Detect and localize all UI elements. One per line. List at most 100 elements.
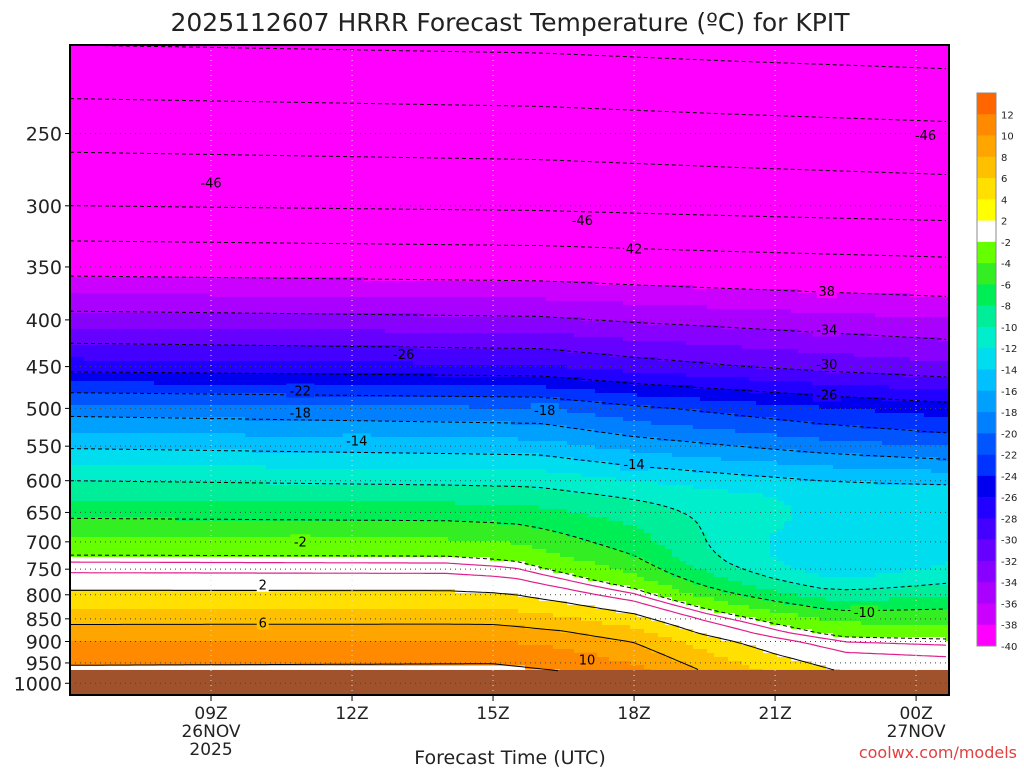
contour-label: -14	[623, 458, 644, 473]
legend-label: -18	[1001, 408, 1017, 419]
legend-swatch	[977, 539, 996, 562]
isotherm-line	[70, 554, 947, 640]
legend-swatch	[977, 284, 996, 306]
legend-label: -22	[1001, 451, 1017, 462]
contour-label: -18	[290, 406, 311, 421]
legend-label: 12	[1001, 110, 1014, 121]
legend-swatch	[977, 263, 996, 285]
legend-swatch	[977, 560, 996, 583]
y-tick-label: 900	[26, 631, 62, 653]
contour-label: -22	[290, 385, 311, 400]
legend-swatch	[977, 135, 996, 158]
legend-label: -4	[1001, 259, 1011, 270]
x-tick-label: 12Z	[335, 704, 368, 724]
y-tick-label: 700	[26, 532, 62, 554]
y-tick-label: 500	[26, 398, 62, 420]
x-tick-label: 2025	[189, 740, 232, 760]
contour-label-bg	[389, 347, 418, 362]
isotherm-line	[70, 415, 947, 460]
isotherm-line	[70, 342, 947, 378]
isotherm-line	[70, 448, 947, 486]
y-axis-pressure: 2503003504004505005506006507007508008509…	[14, 123, 70, 695]
contour-label-bg	[256, 615, 269, 630]
x-tick-label: 18Z	[617, 704, 650, 724]
legend-label: -24	[1001, 472, 1017, 483]
legend-label: -36	[1001, 599, 1017, 610]
legend-swatch	[977, 603, 996, 626]
contour-label-bg	[624, 241, 645, 256]
legend-label: 4	[1001, 195, 1007, 206]
legend-swatch	[977, 93, 996, 115]
legend-label: 6	[1001, 174, 1007, 185]
legend-swatch	[977, 369, 996, 392]
grid-lines	[70, 45, 949, 695]
contour-label: 6	[259, 617, 267, 632]
contour-label-bg	[286, 383, 315, 398]
legend-label: -12	[1001, 344, 1017, 355]
y-tick-label: 850	[26, 609, 62, 631]
legend-label: 2	[1001, 217, 1007, 228]
contour-label-bg	[342, 433, 371, 448]
legend-swatch	[977, 433, 996, 455]
x-axis-label: Forecast Time (UTC)	[414, 747, 605, 768]
contour-label: -34	[816, 324, 837, 339]
isotherm-line	[70, 480, 947, 591]
isotherm-line	[70, 371, 947, 403]
legend-swatch	[977, 199, 996, 221]
legend-swatch	[977, 518, 996, 540]
legend-label: -14	[1001, 366, 1017, 377]
isotherm-line	[70, 98, 947, 122]
contour-label: -46	[200, 177, 221, 192]
legend-label: -26	[1001, 493, 1017, 504]
legend-swatch	[977, 390, 996, 413]
contour-label-bg	[568, 213, 597, 228]
x-tick-label: 15Z	[476, 704, 509, 724]
y-tick-label: 1000	[14, 673, 62, 695]
y-tick-label: 600	[26, 471, 62, 493]
contour-label: -2	[294, 535, 307, 550]
legend-label: -8	[1001, 302, 1011, 313]
y-tick-label: 450	[26, 357, 62, 379]
legend-swatch	[977, 497, 996, 519]
ground-fill	[70, 669, 949, 695]
legend-swatch	[977, 624, 996, 647]
legend-label: -10	[1001, 323, 1017, 334]
isotherm-line	[70, 392, 947, 434]
y-tick-label: 650	[26, 502, 62, 524]
x-tick-label: 09Z	[194, 704, 227, 724]
chart-title: 2025112607 HRRR Forecast Temperature (ºC…	[170, 8, 850, 37]
contour-label: -30	[816, 358, 837, 373]
isotherm-line	[70, 310, 947, 340]
legend-label: 8	[1001, 153, 1007, 164]
legend-swatch	[977, 156, 996, 179]
contour-label: -18	[534, 404, 555, 419]
x-tick-label: 00Z	[899, 704, 932, 724]
legend-label: -38	[1001, 621, 1017, 632]
contour-label: -14	[346, 434, 367, 449]
y-tick-label: 750	[26, 559, 62, 581]
contour-label-bg	[850, 605, 879, 620]
plot-frame	[69, 44, 950, 696]
color-legend: 12 10 8 6 4 2 -2 -4 -6 -8 -10 -12 -14 -16 -18 -20 -22 -24…	[976, 92, 1017, 653]
contour-label: -26	[393, 348, 414, 363]
contour-label-bg	[197, 175, 226, 190]
y-tick-label: 350	[26, 257, 62, 279]
contour-label: -46	[572, 214, 593, 229]
legend-swatch	[977, 241, 996, 264]
contour-label-bg	[816, 284, 837, 299]
legend-label: -2	[1001, 238, 1011, 249]
contour-label: 2	[259, 579, 267, 594]
credit-text: coolwx.com/models	[859, 743, 1017, 762]
isotherm-line	[70, 517, 947, 612]
contour-label: 10	[579, 654, 596, 669]
legend-swatch	[977, 305, 996, 328]
legend-swatch	[977, 454, 996, 477]
contour-label-bg	[577, 652, 598, 667]
contour-label-bg	[290, 534, 311, 549]
legend-label: 10	[1001, 132, 1014, 143]
contour-label: -26	[816, 389, 837, 404]
legend-swatch	[977, 178, 996, 200]
